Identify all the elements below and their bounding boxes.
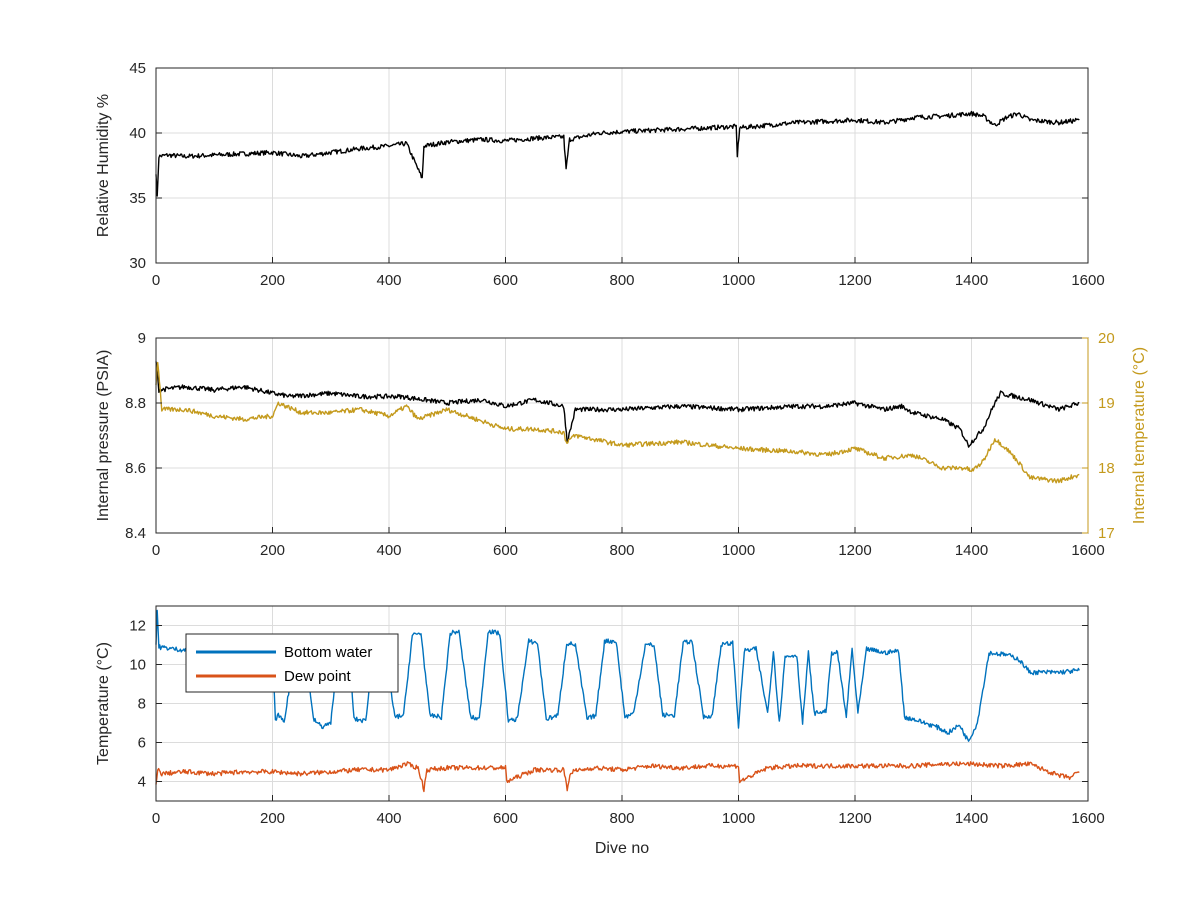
- x-tick-label-400: 400: [376, 272, 401, 289]
- x-tick-label-1200: 1200: [838, 542, 871, 559]
- y-tick-label-40: 40: [129, 125, 146, 142]
- y-tick-label-8-8: 8.8: [125, 395, 146, 412]
- x-tick-label-400: 400: [376, 810, 401, 827]
- x-tick-label-1000: 1000: [722, 810, 755, 827]
- y2-tick-label-18: 18: [1098, 460, 1115, 477]
- y-tick-label-6: 6: [138, 735, 146, 752]
- x-tick-label-600: 600: [493, 542, 518, 559]
- x-tick-label-1400: 1400: [955, 810, 988, 827]
- x-tick-label-600: 600: [493, 272, 518, 289]
- series-line-panel1-1: [155, 110, 1080, 197]
- y-tick-label-10: 10: [129, 657, 146, 674]
- y-axis-label-pressure: Internal pressure (PSIA): [95, 350, 112, 522]
- x-tick-label-1200: 1200: [838, 272, 871, 289]
- x-tick-label-800: 800: [609, 810, 634, 827]
- x-tick-label-0: 0: [152, 810, 160, 827]
- series-line-panel2-1: [155, 361, 1080, 448]
- legend-label-bottom-water: Bottom water: [284, 644, 372, 661]
- y2-tick-label-17: 17: [1098, 525, 1115, 542]
- x-tick-label-1400: 1400: [955, 542, 988, 559]
- panel-relative-humidity: 0 200 400 600 800 1000 1200 1400 1600 30 35 40 45 Re…: [95, 60, 1105, 289]
- y-tick-label-8-6: 8.6: [125, 460, 146, 477]
- x-tick-label-1200: 1200: [838, 810, 871, 827]
- x-tick-label-0: 0: [152, 542, 160, 559]
- y-tick-label-45: 45: [129, 60, 146, 77]
- y-tick-label-9: 9: [138, 330, 146, 347]
- series-line-dew-point: [155, 761, 1080, 793]
- x-tick-label-800: 800: [609, 542, 634, 559]
- y-tick-label-12: 12: [129, 618, 146, 635]
- x-tick-label-200: 200: [260, 542, 285, 559]
- x-tick-label-600: 600: [493, 810, 518, 827]
- x-tick-label-1600: 1600: [1071, 810, 1104, 827]
- x-tick-label-1400: 1400: [955, 272, 988, 289]
- x-tick-label-200: 200: [260, 810, 285, 827]
- x-tick-label-0: 0: [152, 272, 160, 289]
- y-tick-label-35: 35: [129, 190, 146, 207]
- legend-label-dew-point: Dew point: [284, 668, 352, 685]
- x-tick-label-1000: 1000: [722, 272, 755, 289]
- x-tick-label-1600: 1600: [1071, 272, 1104, 289]
- legend-box: [185, 633, 399, 693]
- x-tick-label-1600: 1600: [1071, 542, 1104, 559]
- x-axis-label-dive-no: Dive no: [595, 840, 649, 857]
- x-tick-label-200: 200: [260, 272, 285, 289]
- y-axis-label-temperature: Temperature (°C): [95, 642, 112, 765]
- y2-tick-label-19: 19: [1098, 395, 1115, 412]
- legend: Bottom water Dew point: [185, 633, 399, 693]
- y-axis-label-humidity: Relative Humidity %: [95, 94, 112, 237]
- x-tick-label-800: 800: [609, 272, 634, 289]
- y-tick-label-8-4: 8.4: [125, 525, 146, 542]
- y-tick-label-4: 4: [138, 774, 146, 791]
- panel-temperature: 0 200 400 600 800 1000 1200 1400 1600 4 6 8 10 12 Tem…: [95, 605, 1105, 857]
- y2-tick-label-20: 20: [1098, 330, 1115, 347]
- y2-axis-label-temperature: Internal temperature (°C): [1131, 347, 1148, 524]
- y-tick-label-8: 8: [138, 696, 146, 713]
- series-line-panel2-2: [155, 361, 1080, 484]
- x-tick-label-1000: 1000: [722, 542, 755, 559]
- y-tick-label-30: 30: [129, 255, 146, 272]
- panel-internal-pressure: 0 200 400 600 800 1000 1200 1400 1600 8.4 8.6 8.8 9 1…: [95, 330, 1148, 559]
- x-tick-label-400: 400: [376, 542, 401, 559]
